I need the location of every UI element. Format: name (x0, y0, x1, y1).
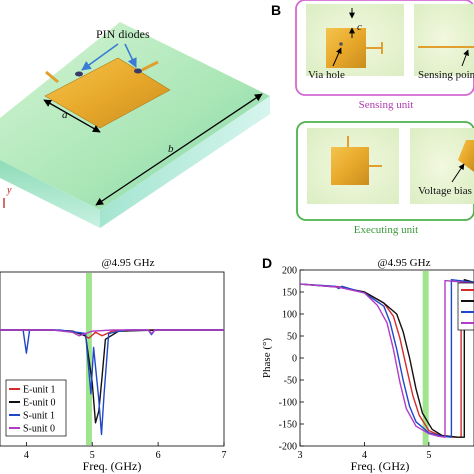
panel-c-title: @4.95 GHz (102, 257, 155, 269)
panel-d-series-s-unit-0 (299, 279, 474, 438)
panel-d-legend (457, 282, 474, 331)
executing-unit-frame (296, 121, 474, 221)
dimension-b-line (95, 93, 263, 206)
panel-d-plot-area (299, 269, 474, 447)
panel-d-y-tick-label: 0 (292, 354, 297, 365)
panel-d-y-tick-label: 200 (282, 266, 297, 277)
panel-b-letter: B (271, 2, 281, 18)
sensing-unit-label: Sensing unit (359, 99, 414, 111)
via-hole-label: Via hole (308, 69, 345, 81)
panel-d-y-tick-label: 150 (282, 288, 297, 299)
panel-c-x-tick-label: 7 (222, 450, 227, 461)
pin-diodes-callout: PIN diodes (96, 27, 150, 41)
panel-d-legend-box (457, 282, 474, 331)
panel-d-y-tick-label: -50 (284, 376, 297, 387)
panel-c-series-s-unit-0 (0, 329, 224, 337)
substrate-front (0, 160, 100, 228)
executing-cell-2-wedge (458, 140, 474, 172)
panel-c-xlabel: Freq. (GHz) (83, 459, 142, 473)
sensing-point-pointer (461, 49, 469, 67)
panel-d-x-tick-label: 4 (362, 450, 367, 461)
pin-diode-pointer-right (124, 43, 137, 68)
dimension-a-line (43, 99, 101, 133)
panel-d-xlabel: Freq. (GHz) (351, 459, 410, 473)
panel-c-legend-entry: S-unit 1 (23, 411, 55, 422)
panel-c-legend-entry: S-unit 0 (23, 424, 55, 435)
pin-diode-pointer-left (81, 43, 119, 71)
panel-d-chart: D @4.95 GHz Freq. (GHz) Phase (°) 3 4 5 200… (261, 255, 474, 473)
panel-d-marker-line (422, 271, 429, 445)
panel-c-x-ticks: 4 5 6 7 (24, 442, 227, 461)
panel-c-x-tick-label: 5 (90, 450, 95, 461)
patch-stub-right (141, 60, 159, 72)
sensing-cell-2 (414, 4, 474, 76)
panel-c-legend-entry: E-unit 1 (23, 385, 56, 396)
panel-c-legend: E-unit 1 E-unit 0 S-unit 1 S-unit 0 (5, 379, 67, 437)
panel-d-ticks: 3 4 5 200 150 100 50 0 -50 -100 -150 -200 (279, 266, 432, 462)
panel-d-y-tick-label: -100 (279, 398, 297, 409)
executing-cell-1-patch (331, 147, 369, 185)
dimension-b-label: b (168, 143, 174, 155)
dimension-a-label: a (62, 109, 68, 121)
sensing-cell-1-patch (326, 28, 366, 68)
panel-c-legend-entry: E-unit 0 (23, 398, 56, 409)
sensing-unit-frame (295, 0, 474, 96)
panel-d-y-tick-label: -200 (279, 442, 297, 453)
voltage-bias-label: Voltage bias (418, 185, 472, 197)
via-hole-pointer (332, 47, 342, 67)
panel-d-x-tick-label: 5 (426, 450, 431, 461)
sensing-point-label: Sensing point (418, 69, 474, 81)
panel-d-series-e-unit-0 (299, 279, 474, 438)
panel-a: PIN diodes a b y (0, 22, 270, 228)
axis-y-label: y (6, 185, 12, 196)
pin-diode-left-icon (75, 71, 83, 77)
panel-c-x-tick-label: 6 (156, 450, 161, 461)
panel-d-y-tick-label: 100 (282, 310, 297, 321)
panel-c-x-tick-label: 4 (24, 450, 29, 461)
patch-stub-left (45, 70, 59, 84)
pin-diode-right-icon (134, 68, 142, 74)
via-hole-icon (339, 42, 343, 46)
executing-unit-label: Executing unit (354, 224, 418, 236)
panel-d-series (299, 279, 474, 438)
panel-d-ylabel: Phase (°) (261, 338, 273, 378)
panel-d-y-tick-label: -150 (279, 420, 297, 431)
panel-d-y-tick-label: 50 (287, 332, 297, 343)
panel-c-series (0, 329, 224, 436)
panel-d-title: @4.95 GHz (378, 257, 431, 269)
panel-d-marker-band (422, 271, 429, 445)
voltage-bias-pointer (451, 163, 465, 183)
panel-d-x-tick-label: 3 (298, 450, 303, 461)
panel-b: B c Via hole Sensing point Sensing unit … (271, 0, 474, 236)
panel-d-letter: D (262, 255, 272, 271)
dimension-c-label: c (357, 21, 362, 33)
